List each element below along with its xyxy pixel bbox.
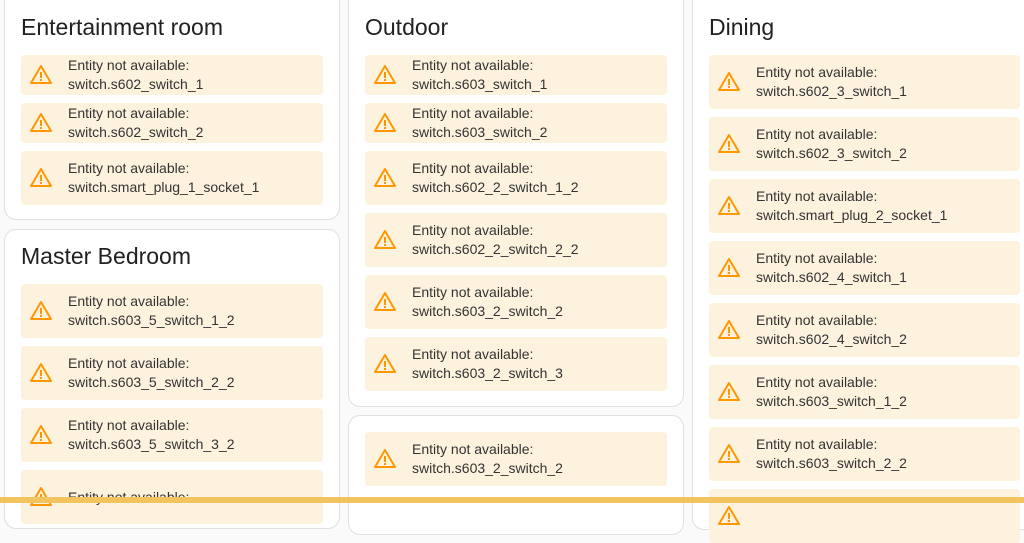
warning-text: Entity not available: switch.s602_switch… <box>68 105 204 140</box>
warning-icon <box>718 382 740 401</box>
warning-icon <box>30 425 52 444</box>
warning-icon <box>374 449 396 468</box>
warning-icon <box>718 444 740 463</box>
entity-warning: Entity not available: switch.s602_3_swit… <box>709 117 1020 171</box>
card-title: Outdoor <box>365 14 449 40</box>
warning-text: Entity not available: switch.s603_switch… <box>412 57 548 92</box>
warning-text: Entity not available: switch.s603_switch… <box>756 436 907 471</box>
warning-text: Entity not available: switch.s603_2_swit… <box>412 284 563 319</box>
entity-warning: Entity not available: switch.s603_5_swit… <box>21 346 323 400</box>
warning-icon <box>30 65 52 84</box>
warning-text: Entity not available: switch.s603_5_swit… <box>68 293 235 328</box>
entity-warning: Entity not available: switch.s603_switch… <box>365 55 667 95</box>
entity-warning: Entity not available: switch.s602_switch… <box>21 55 323 95</box>
entity-warning: Entity not available: switch.s603_2_swit… <box>365 432 667 486</box>
warning-icon <box>30 113 52 132</box>
card-outdoor-extra: Entity not available: switch.s603_2_swit… <box>348 415 684 535</box>
entity-warning: Entity not available: switch.s602_2_swit… <box>365 151 667 205</box>
warning-text: Entity not available: switch.s603_5_swit… <box>68 355 235 390</box>
warning-icon <box>718 506 740 525</box>
warning-icon <box>30 363 52 382</box>
warning-text: Entity not available: switch.smart_plug_… <box>68 160 260 195</box>
warning-icon <box>30 168 52 187</box>
warning-text: Entity not available: switch.s602_3_swit… <box>756 126 907 161</box>
warning-text: Entity not available: switch.s602_4_swit… <box>756 312 907 347</box>
warning-icon <box>374 292 396 311</box>
entity-warning: Entity not available: switch.s603_switch… <box>709 365 1020 419</box>
card-outdoor: Outdoor Entity not available: switch.s603… <box>348 0 684 407</box>
entity-warning: Entity not available: switch.s602_3_swit… <box>709 55 1020 109</box>
warning-text: Entity not available: switch.s602_3_swit… <box>756 64 907 99</box>
card-dining: Dining Entity not available: switch.s602_… <box>692 0 1024 543</box>
warning-icon <box>718 320 740 339</box>
card-master-bedroom: Master Bedroom Entity not available: swit… <box>4 229 340 529</box>
warning-text: Entity not available: switch.s602_4_swit… <box>756 250 907 285</box>
warning-icon <box>718 72 740 91</box>
warning-icon <box>374 65 396 84</box>
warning-text: Entity not available: switch.smart_plug_… <box>756 188 948 223</box>
entity-warning: Entity not available: switch.s603_2_swit… <box>365 275 667 329</box>
warning-text: Entity not available: switch.s603_switch… <box>756 374 907 409</box>
warning-text: Entity not available: switch.s602_switch… <box>68 57 204 92</box>
warning-text: Entity not available: switch.s603_2_swit… <box>412 441 563 476</box>
card-title: Master Bedroom <box>21 243 192 269</box>
warning-icon <box>718 196 740 215</box>
warning-icon <box>374 113 396 132</box>
entity-warning: Entity not available: switch.s603_switch… <box>709 427 1020 481</box>
warning-text: Entity not available: switch.s603_switch… <box>412 105 548 140</box>
card-title: Entertainment room <box>21 14 223 40</box>
entity-warning: Entity not available: switch.s602_switch… <box>21 103 323 143</box>
card-entertainment-room: Entertainment room Entity not available: … <box>4 0 340 220</box>
warning-icon <box>30 301 52 320</box>
entity-warning: Entity not available: switch.s603_5_swit… <box>21 284 323 338</box>
entity-warning: Entity not available: switch.s602_2_swit… <box>365 213 667 267</box>
entity-warning: Entity not available: switch.s602_4_swit… <box>709 241 1020 295</box>
entity-warning: Entity not available: switch.s603_switch… <box>365 103 667 143</box>
warning-text: Entity not available: switch.s602_2_swit… <box>412 160 579 195</box>
entity-warning: Entity not available: switch.s603_5_swit… <box>21 408 323 462</box>
entity-warning: Entity not available: switch.smart_plug_… <box>21 151 323 205</box>
warning-icon <box>718 134 740 153</box>
bottom-status-bar <box>0 497 1024 503</box>
warning-icon <box>718 258 740 277</box>
warning-icon <box>374 168 396 187</box>
warning-text: Entity not available: switch.s603_5_swit… <box>68 417 235 452</box>
entity-warning: Entity not available: switch.s603_2_swit… <box>365 337 667 391</box>
warning-icon <box>374 354 396 373</box>
warning-icon <box>374 230 396 249</box>
warning-text: Entity not available: switch.s602_2_swit… <box>412 222 579 257</box>
entity-warning: Entity not available: switch.s602_4_swit… <box>709 303 1020 357</box>
warning-text: Entity not available: switch.s603_2_swit… <box>412 346 563 381</box>
entity-warning: Entity not available: switch.smart_plug_… <box>709 179 1020 233</box>
card-title: Dining <box>709 14 775 40</box>
